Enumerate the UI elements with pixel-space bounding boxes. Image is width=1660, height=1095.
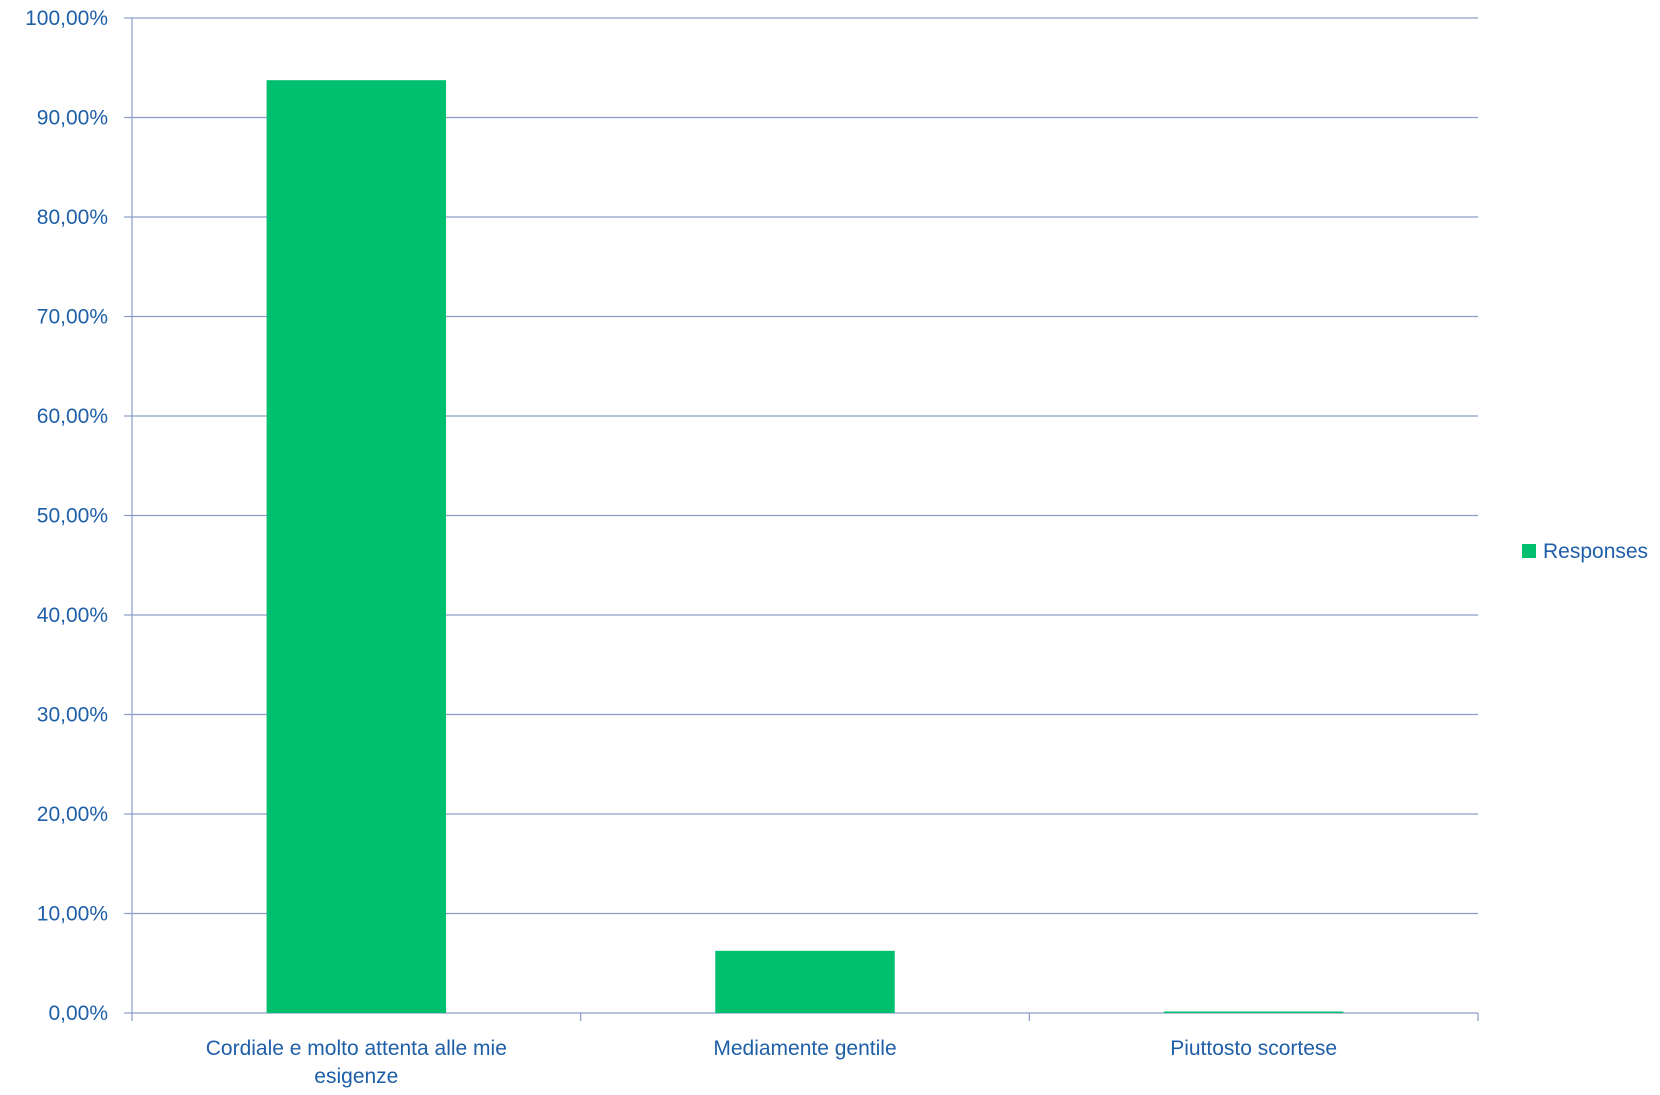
- x-category-labels: Cordiale e molto attenta alle mie esigenz…: [206, 1037, 1337, 1088]
- bar-2: [715, 950, 895, 1013]
- legend-label-responses: Responses: [1543, 540, 1648, 563]
- y-tick-label: 40,00%: [37, 604, 108, 627]
- y-tick-labels: 0,00% 10,00% 20,00% 30,00% 40,00% 50,00% 60,00…: [25, 7, 108, 1025]
- y-tick-label: 80,00%: [37, 206, 108, 229]
- x-category-label: Piuttosto scortese: [1170, 1037, 1337, 1060]
- y-tick-label: 90,00%: [37, 107, 108, 130]
- bar-1: [266, 80, 447, 1013]
- y-tick-label: 0,00%: [48, 1002, 108, 1025]
- y-tick-label: 20,00%: [37, 803, 108, 826]
- y-tick-label: 10,00%: [37, 903, 108, 926]
- y-tick-label: 30,00%: [37, 704, 108, 727]
- x-category-label-line: Cordiale e molto attenta alle mie: [206, 1037, 507, 1060]
- x-category-label-line: Piuttosto scortese: [1170, 1037, 1337, 1060]
- x-category-label: Mediamente gentile: [713, 1037, 896, 1060]
- bars: [266, 80, 1344, 1013]
- y-tick-label: 60,00%: [37, 405, 108, 428]
- y-tick-label: 50,00%: [37, 505, 108, 528]
- y-tick-label: 100,00%: [25, 7, 108, 30]
- legend: Responses: [1522, 540, 1648, 563]
- legend-swatch-responses: [1522, 544, 1536, 558]
- x-category-label: Cordiale e molto attenta alle mie esigenz…: [206, 1037, 507, 1088]
- x-category-label-line: esigenze: [314, 1065, 398, 1088]
- x-category-label-line: Mediamente gentile: [713, 1037, 896, 1060]
- y-tick-label: 70,00%: [37, 306, 108, 329]
- bar-3: [1163, 1011, 1344, 1013]
